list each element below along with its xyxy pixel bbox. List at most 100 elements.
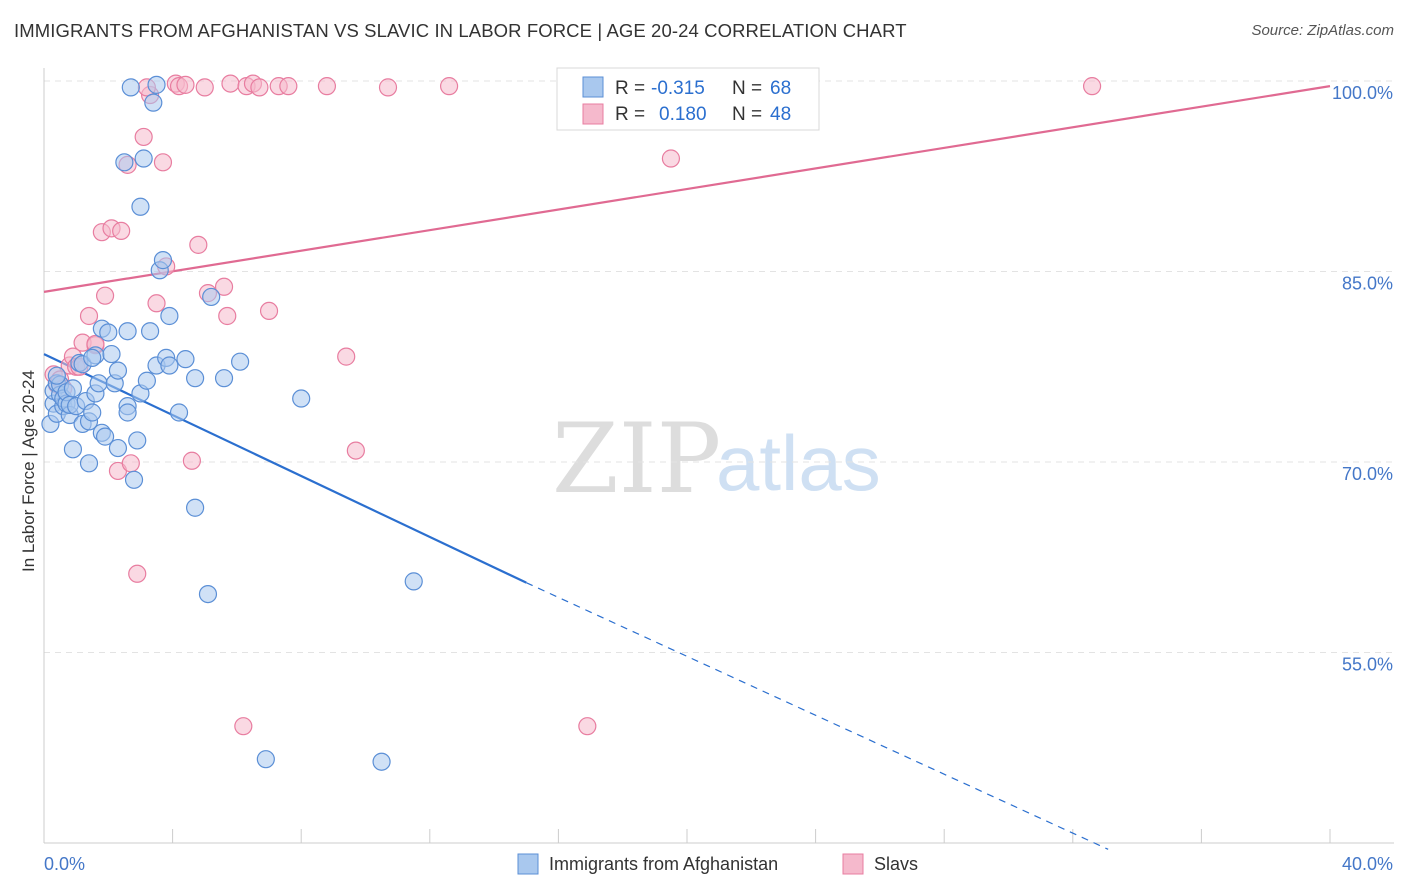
afghanistan-point-57 xyxy=(202,287,221,307)
slavs-point-15 xyxy=(112,221,131,240)
x-tick-label-1: 40.0% xyxy=(1342,854,1393,874)
afghanistan-point-67 xyxy=(83,348,102,367)
afghanistan-point-48 xyxy=(153,251,173,270)
slavs-point-31 xyxy=(195,78,214,97)
y-tick-label-2: 85.0% xyxy=(1342,274,1393,294)
afghanistan-point-50 xyxy=(160,306,179,326)
slavs-point-42 xyxy=(279,77,298,96)
slavs-point-18 xyxy=(121,454,140,473)
legend-bottom-swatch-slavs xyxy=(842,853,864,875)
afghanistan-point-25 xyxy=(89,374,108,393)
slavs-point-30 xyxy=(189,235,208,254)
afghanistan-points xyxy=(41,75,423,771)
slavs-point-46 xyxy=(378,78,398,97)
slavs-point-36 xyxy=(234,717,253,736)
slavs-point-33 xyxy=(214,277,234,296)
slavs-point-28 xyxy=(176,75,195,94)
axes xyxy=(43,68,1394,844)
afghanistan-point-43 xyxy=(137,371,156,390)
y-tick-labels: 55.0% 70.0% 85.0% 100.0% xyxy=(1332,83,1393,674)
slavs-point-43 xyxy=(317,77,337,96)
slavs-trend-line xyxy=(43,85,1331,293)
x-tick-labels: 0.0% 40.0% xyxy=(44,854,1393,874)
legend-n-value-2: 48 xyxy=(770,104,791,125)
afghanistan-point-53 xyxy=(176,350,195,369)
afghanistan-point-42 xyxy=(134,149,153,168)
afghanistan-point-54 xyxy=(186,369,205,388)
afghanistan-point-55 xyxy=(186,498,205,517)
afghanistan-point-28 xyxy=(95,427,115,446)
slavs-point-9 xyxy=(79,306,99,326)
slavs-point-48 xyxy=(578,717,597,736)
afghanistan-point-41 xyxy=(131,197,150,216)
afghanistan-point-56 xyxy=(198,584,218,604)
afghanistan-point-35 xyxy=(118,322,137,341)
afghanistan-point-45 xyxy=(144,93,163,112)
afghanistan-point-34 xyxy=(115,153,134,172)
slavs-point-39 xyxy=(250,78,269,97)
afghanistan-point-32 xyxy=(108,361,128,380)
legend-r-label-1: R = xyxy=(615,78,645,99)
slavs-point-40 xyxy=(259,301,279,321)
slavs-point-47 xyxy=(439,77,459,96)
y-axis-label: In Labor Force | Age 20-24 xyxy=(19,370,38,572)
y-tick-label-3: 100.0% xyxy=(1332,83,1393,103)
afghanistan-point-62 xyxy=(372,752,391,771)
afghanistan-point-30 xyxy=(102,344,121,364)
y-tick-label-1: 70.0% xyxy=(1342,464,1393,484)
legend-bottom-swatch-afghanistan xyxy=(517,853,539,875)
afghanistan-point-22 xyxy=(83,403,102,422)
legend-series: Immigrants from Afghanistan Slavs xyxy=(517,853,918,875)
y-tick-label-0: 55.0% xyxy=(1342,655,1393,675)
x-tick-label-0: 0.0% xyxy=(44,854,85,874)
legend-n-label-2: N = xyxy=(732,104,762,125)
afghanistan-point-39 xyxy=(128,431,147,450)
grid xyxy=(44,80,1394,654)
afghanistan-point-66 xyxy=(47,366,66,385)
afghanistan-point-33 xyxy=(108,438,128,458)
slavs-point-13 xyxy=(95,286,115,305)
slavs-point-49 xyxy=(661,149,681,168)
trend-lines xyxy=(43,85,1331,850)
afghanistan-point-51 xyxy=(160,356,179,375)
legend-r-value-1: -0.315 xyxy=(651,78,705,99)
legend-bottom-label-afghanistan: Immigrants from Afghanistan xyxy=(549,854,778,874)
slavs-point-19 xyxy=(128,564,147,583)
slavs-point-35 xyxy=(221,74,240,93)
afghanistan-point-64 xyxy=(121,78,140,97)
legend-n-label-1: N = xyxy=(732,78,762,99)
afghanistan-point-38 xyxy=(124,470,144,489)
afghanistan-point-63 xyxy=(404,572,423,591)
afghanistan-point-29 xyxy=(99,323,118,342)
slavs-point-34 xyxy=(218,306,237,326)
slavs-point-23 xyxy=(153,153,173,172)
afghanistan-point-52 xyxy=(169,403,189,422)
legend-r-label-2: R = xyxy=(615,104,645,125)
slavs-point-50 xyxy=(1082,77,1102,96)
afghanistan-point-44 xyxy=(140,322,160,341)
afghanistan-point-58 xyxy=(214,369,234,388)
legend-swatch-slavs xyxy=(582,103,604,125)
afghanistan-point-60 xyxy=(256,750,275,769)
legend-r-value-2: 0.180 xyxy=(659,104,707,125)
watermark: ZIP atlas xyxy=(552,403,881,515)
afghanistan-point-20 xyxy=(79,454,99,473)
afghanistan-trend-line-extension xyxy=(526,582,1109,850)
legend-swatch-afghanistan xyxy=(582,76,604,98)
chart-title: IMMIGRANTS FROM AFGHANISTAN VS SLAVIC IN… xyxy=(14,20,907,41)
afghanistan-point-14 xyxy=(63,440,83,459)
slavs-point-29 xyxy=(182,451,201,470)
source-label: Source: ZipAtlas.com xyxy=(1251,22,1394,39)
afghanistan-point-37 xyxy=(118,403,137,422)
slavs-point-44 xyxy=(337,347,356,366)
afghanistan-point-61 xyxy=(292,389,311,408)
legend-stats: R = -0.315 N = 68 R = 0.180 N = 48 xyxy=(556,67,820,131)
slavs-point-20 xyxy=(134,127,153,147)
slavs-point-22 xyxy=(147,294,166,313)
slavs-point-45 xyxy=(346,441,365,460)
legend-n-value-1: 68 xyxy=(770,78,791,99)
afghanistan-point-65 xyxy=(147,75,166,94)
watermark-zip: ZIP xyxy=(552,403,721,515)
legend-bottom-label-slavs: Slavs xyxy=(874,854,918,874)
